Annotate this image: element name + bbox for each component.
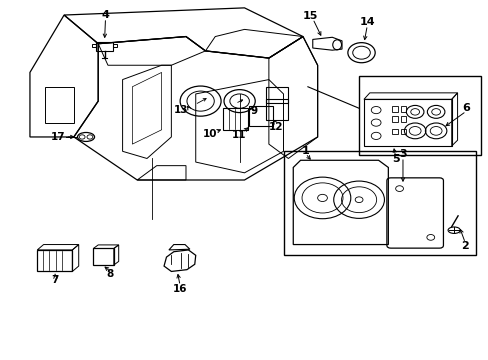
- Text: 9: 9: [250, 106, 257, 116]
- Text: 11: 11: [231, 130, 245, 140]
- Text: 1: 1: [301, 145, 309, 156]
- Text: 10: 10: [203, 129, 217, 139]
- Text: 17: 17: [51, 132, 65, 142]
- Text: 13: 13: [174, 105, 188, 115]
- Text: 8: 8: [106, 269, 114, 279]
- Text: 2: 2: [461, 241, 468, 251]
- Text: 5: 5: [391, 154, 399, 164]
- Text: 12: 12: [268, 122, 283, 132]
- Text: 14: 14: [359, 17, 374, 27]
- Text: 15: 15: [302, 11, 317, 21]
- Text: 3: 3: [398, 149, 406, 159]
- Text: 16: 16: [173, 284, 187, 294]
- Text: 6: 6: [462, 103, 469, 113]
- Text: 4: 4: [102, 10, 109, 20]
- Text: 7: 7: [52, 275, 59, 285]
